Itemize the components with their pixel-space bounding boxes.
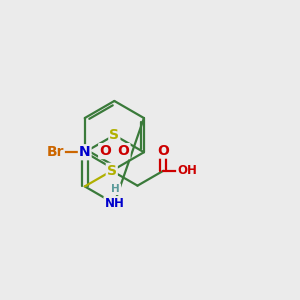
Text: NH: NH bbox=[104, 197, 124, 210]
Text: O: O bbox=[157, 144, 169, 158]
Text: H: H bbox=[111, 184, 120, 194]
Text: O: O bbox=[99, 144, 111, 158]
Text: OH: OH bbox=[177, 164, 197, 177]
Text: N: N bbox=[79, 145, 91, 159]
Text: S: S bbox=[107, 164, 117, 178]
Text: S: S bbox=[109, 128, 119, 142]
Text: Br: Br bbox=[46, 145, 64, 159]
Text: O: O bbox=[118, 144, 130, 158]
